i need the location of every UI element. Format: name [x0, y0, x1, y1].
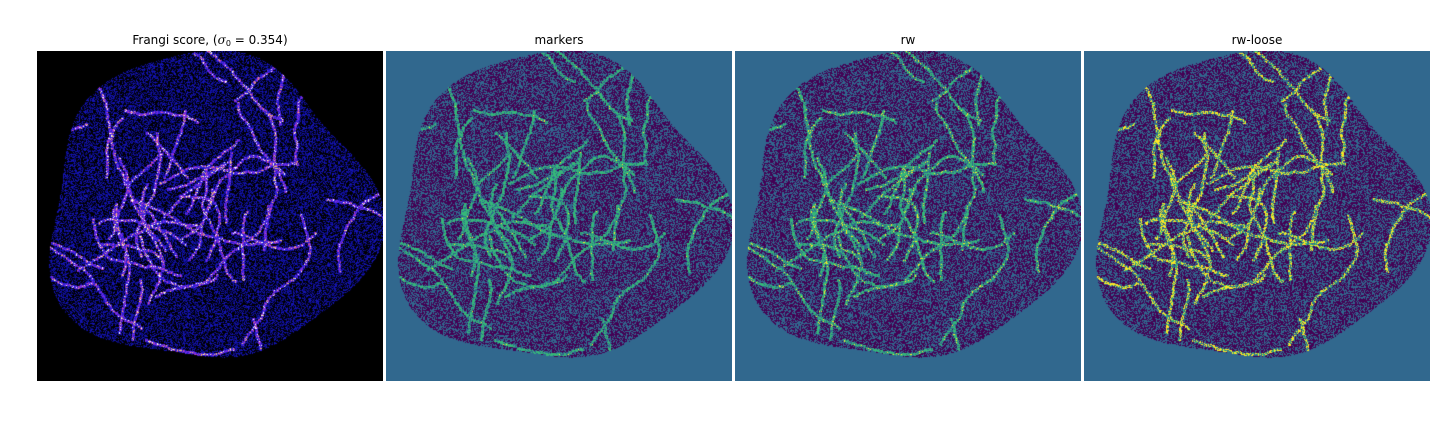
- markers-panel-title: markers: [534, 33, 584, 47]
- rw-image: [735, 51, 1081, 381]
- frangi-score-image: [37, 51, 383, 381]
- frangi-title-suffix: = 0.354): [230, 33, 288, 47]
- frangi-title-prefix: Frangi score, (: [132, 33, 218, 47]
- rw-loose-canvas: [1084, 51, 1430, 381]
- markers-canvas: [386, 51, 732, 381]
- rw-canvas: [735, 51, 1081, 381]
- rw-loose-panel-title: rw-loose: [1231, 33, 1283, 47]
- rw-panel-title: rw: [900, 33, 916, 47]
- markers-image: [386, 51, 732, 381]
- sigma-subscript: 0: [225, 39, 231, 48]
- frangi-score-canvas: [37, 51, 383, 381]
- sigma-symbol: σ: [217, 33, 226, 47]
- frangi-panel-title: Frangi score, (σ0 = 0.354): [37, 32, 383, 52]
- rw-loose-image: [1084, 51, 1430, 381]
